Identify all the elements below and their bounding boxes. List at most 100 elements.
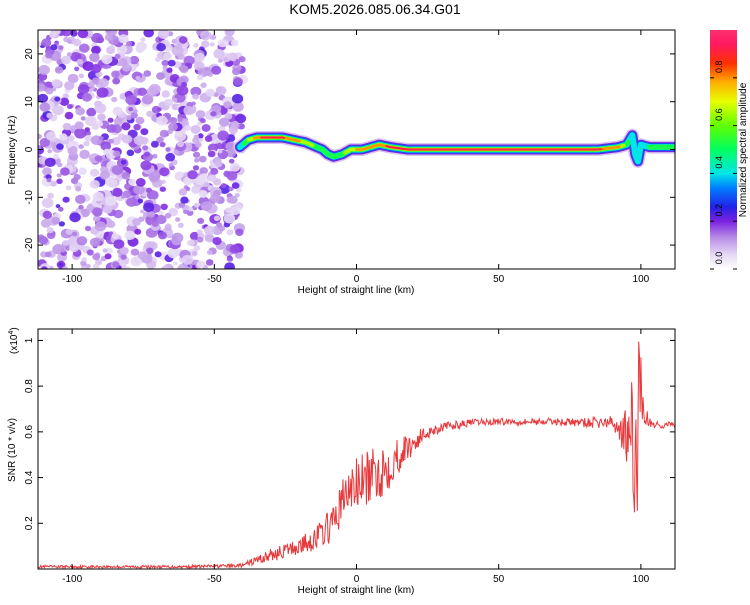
- noise-blob: [92, 208, 103, 217]
- noise-blob: [59, 133, 68, 141]
- noise-blob: [179, 36, 188, 44]
- noise-blob: [69, 212, 81, 223]
- noise-blob: [186, 209, 194, 216]
- noise-blob: [193, 134, 199, 140]
- noise-blob: [100, 166, 109, 174]
- noise-blob: [81, 257, 87, 262]
- noise-blob: [154, 251, 162, 258]
- noise-blob: [44, 157, 56, 167]
- noise-blob: [156, 72, 165, 80]
- noise-blob: [54, 66, 64, 74]
- noise-blob: [195, 110, 206, 119]
- noise-blob: [172, 235, 178, 241]
- noise-blob: [204, 225, 215, 235]
- noise-blob: [177, 53, 186, 60]
- noise-blob: [204, 66, 210, 72]
- noise-blob: [219, 117, 230, 127]
- noise-blob: [230, 121, 239, 128]
- noise-blob: [220, 183, 227, 189]
- noise-blob: [162, 65, 168, 70]
- noise-blob: [126, 41, 133, 47]
- noise-blob: [184, 124, 191, 131]
- noise-blob: [111, 137, 121, 146]
- noise-blob: [60, 167, 70, 176]
- noise-blob: [76, 58, 84, 65]
- noise-blob: [51, 142, 57, 147]
- noise-blob: [52, 105, 64, 116]
- noise-blob: [212, 237, 222, 245]
- noise-blob: [71, 231, 78, 237]
- colorbar-tick-label: 0.6: [714, 108, 724, 121]
- noise-blob: [203, 181, 210, 188]
- noise-blob: [58, 45, 64, 50]
- noise-blob: [79, 43, 90, 53]
- noise-blob: [61, 30, 72, 37]
- noise-blob: [120, 159, 127, 165]
- noise-blob: [201, 40, 210, 48]
- noise-blob: [140, 209, 145, 214]
- noise-blob: [146, 110, 154, 118]
- noise-blob: [130, 112, 138, 119]
- noise-blob: [159, 141, 166, 148]
- noise-blob: [199, 167, 208, 175]
- noise-blob: [59, 97, 70, 107]
- noise-blob: [156, 115, 168, 126]
- colorbar-ticks: 0.0 0.2 0.4 0.6 0.8: [710, 61, 737, 270]
- colorbar-tick-label: 0.2: [714, 204, 724, 217]
- noise-blob: [78, 204, 84, 210]
- x-tick-label: 100: [633, 574, 650, 585]
- noise-blob: [99, 170, 111, 180]
- noise-blob: [152, 171, 159, 177]
- noise-blob: [112, 106, 123, 116]
- noise-blob: [234, 252, 243, 259]
- noise-blob: [237, 123, 245, 130]
- noise-blob: [44, 251, 52, 258]
- noise-blob: [85, 263, 91, 269]
- x-tick-label: 100: [633, 274, 650, 285]
- snr-series-line: [38, 341, 675, 569]
- noise-blob: [211, 65, 222, 75]
- noise-blob: [204, 135, 213, 142]
- noise-blob: [60, 248, 66, 253]
- noise-blob: [91, 32, 103, 44]
- noise-blob: [194, 157, 200, 163]
- noise-blob: [126, 197, 137, 207]
- noise-blob: [196, 236, 204, 243]
- noise-blob: [129, 55, 140, 65]
- noise-blob: [124, 266, 131, 269]
- noise-blob: [75, 107, 85, 116]
- noise-blob: [232, 101, 244, 112]
- spectrogram-y-label: Frequency (Hz): [7, 116, 18, 185]
- noise-blob: [164, 212, 172, 219]
- snr-y-axis: 0.2 0.4 0.6 0.8 1: [24, 337, 675, 530]
- noise-blob: [101, 54, 113, 65]
- noise-blob: [76, 236, 88, 246]
- noise-blob: [68, 135, 75, 142]
- noise-blob: [50, 44, 58, 51]
- noise-blob: [168, 162, 174, 167]
- noise-blob: [161, 265, 169, 269]
- noise-blob: [64, 245, 71, 251]
- noise-blob: [179, 65, 189, 74]
- noise-blob: [137, 251, 147, 260]
- noise-blob: [235, 113, 247, 124]
- noise-blob: [213, 215, 221, 222]
- noise-blob: [228, 186, 234, 192]
- noise-blob: [177, 222, 184, 228]
- noise-blob: [39, 137, 51, 148]
- noise-blob: [194, 141, 202, 148]
- noise-blob: [154, 57, 161, 62]
- noise-blob: [125, 94, 137, 105]
- noise-blob: [178, 188, 188, 196]
- noise-blob: [216, 86, 224, 93]
- noise-blob: [173, 150, 180, 155]
- noise-blob: [165, 147, 171, 152]
- noise-blob: [118, 34, 129, 44]
- noise-blob: [230, 56, 237, 62]
- noise-blob: [50, 180, 57, 187]
- y-tick-label: -10: [24, 190, 35, 205]
- noise-blob: [162, 52, 172, 61]
- noise-blob: [226, 196, 234, 204]
- noise-blob: [89, 237, 101, 247]
